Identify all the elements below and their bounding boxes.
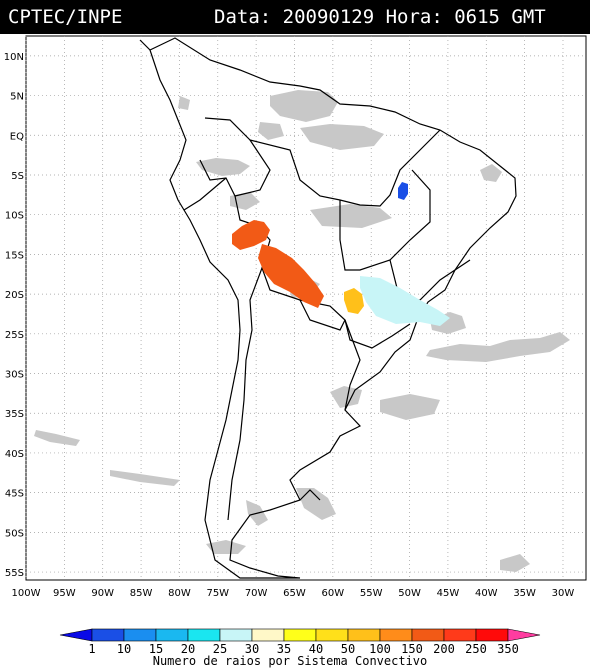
lon-label: 40W [475, 588, 498, 599]
colorbar-tick-label: 25 [213, 642, 227, 656]
colorbar-cell [219, 628, 253, 642]
colorbar-cell [411, 628, 445, 642]
lon-label: 85W [130, 588, 153, 599]
lat-label: 55S [5, 568, 24, 579]
lon-label: 60W [322, 588, 345, 599]
convective-system-orange [232, 220, 270, 250]
paraguay-border [299, 299, 346, 331]
cloud-area [258, 122, 284, 140]
convective-system-lightcyan [360, 276, 450, 326]
datetime-label: Data: 20090129 Hora: 0615 GMT [214, 6, 546, 28]
lon-label: 65W [283, 588, 306, 599]
colorbar-cell [315, 628, 349, 642]
panama-coast [139, 39, 151, 51]
ecuador-border [183, 177, 227, 211]
colorbar-cell [123, 628, 157, 642]
lon-label: 95W [53, 588, 76, 599]
axis-labels: 10N 5N EQ 5S 10S 15S 20S 25S 30S 35S 40S 45S 50S 55S 1… [4, 52, 575, 599]
cloud-area [426, 332, 570, 362]
colorbar-tick-label: 10 [117, 642, 131, 656]
colorbar-tick-label: 1 [88, 642, 95, 656]
lightning-map: 10N 5N EQ 5S 10S 15S 20S 25S 30S 35S 40S 45S 50S 55S 1… [4, 35, 587, 599]
lon-label: 45W [437, 588, 460, 599]
colorbar-cell [59, 628, 93, 642]
cloud-area [270, 90, 338, 122]
cloud-area [178, 96, 190, 110]
falklands-coast [299, 489, 321, 501]
cloud-area [480, 164, 502, 182]
source-label: CPTEC/INPE [8, 6, 123, 28]
cloud-area [500, 554, 530, 572]
colorbar-tick-label: 30 [245, 642, 259, 656]
colorbar-tick-label: 150 [401, 642, 423, 656]
colorbar-cells [59, 628, 541, 642]
colombia-border [199, 117, 271, 197]
lon-label: 50W [398, 588, 421, 599]
cloud-area [110, 470, 180, 486]
cloud-area [310, 204, 392, 228]
lat-label: 5N [10, 92, 24, 103]
lat-label: 30S [5, 370, 24, 381]
convective-system-blue [398, 182, 408, 200]
argentina-uruguay-border [344, 319, 361, 411]
cloud-area [196, 158, 250, 176]
colorbar-cell [251, 628, 285, 642]
lat-label: 35S [5, 409, 24, 420]
lon-label: 70W [245, 588, 268, 599]
colorbar-cell [475, 628, 509, 642]
colorbar-cell [507, 628, 541, 642]
colorbar-cell [187, 628, 221, 642]
convective-system-orange [258, 244, 324, 308]
colorbar-tick-label: 200 [433, 642, 455, 656]
cloud-area [380, 394, 440, 420]
lat-label: 10S [5, 211, 24, 222]
colorbar-cell [443, 628, 477, 642]
colorbar-cell [91, 628, 125, 642]
lat-label: 50S [5, 528, 24, 539]
colorbar-tick-label: 15 [149, 642, 163, 656]
lat-label: 15S [5, 250, 24, 261]
lon-label: 100W [12, 588, 41, 599]
lat-label: 40S [5, 449, 24, 460]
colorbar-cell [379, 628, 413, 642]
colorbar-tick-label: 40 [309, 642, 323, 656]
lat-label: 10N [4, 52, 24, 63]
colorbar-tick-label: 350 [497, 642, 519, 656]
lat-label: 5S [11, 171, 24, 182]
cloud-area [34, 430, 80, 446]
colorbar-tick-label: 50 [341, 642, 355, 656]
colorbar-cell [347, 628, 381, 642]
lat-label: 45S [5, 489, 24, 500]
colorbar-tick-label: 20 [181, 642, 195, 656]
colorbar-tick-label: 250 [465, 642, 487, 656]
lat-label: EQ [10, 131, 24, 142]
colorbar-ticks: 1 10 15 20 25 30 35 40 50 100 150 200 250 350 [88, 642, 518, 656]
colorbar-tick-label: 35 [277, 642, 291, 656]
lat-label: 25S [5, 330, 24, 341]
lon-label: 80W [168, 588, 191, 599]
map-header: CPTEC/INPE Data: 20090129 Hora: 0615 GMT [0, 0, 590, 34]
convective-system-yellow [344, 288, 364, 314]
cloud-area [300, 124, 384, 150]
south-america-coast [149, 37, 517, 579]
convective-systems [232, 182, 450, 326]
chile-argentina-border [227, 267, 263, 521]
brazil-north-border [249, 129, 441, 207]
lon-label: 90W [91, 588, 114, 599]
colorbar-tick-label: 100 [369, 642, 391, 656]
lon-label: 30W [552, 588, 575, 599]
colorbar-cell [283, 628, 317, 642]
lon-label: 35W [513, 588, 536, 599]
cloud-area [296, 488, 336, 520]
colorbar-cell [155, 628, 189, 642]
cloud-area [206, 540, 246, 554]
lon-label: 55W [360, 588, 383, 599]
colorbar-label: Numero de raios por Sistema Convectivo [153, 654, 428, 668]
lon-label: 75W [206, 588, 229, 599]
lat-label: 20S [5, 290, 24, 301]
